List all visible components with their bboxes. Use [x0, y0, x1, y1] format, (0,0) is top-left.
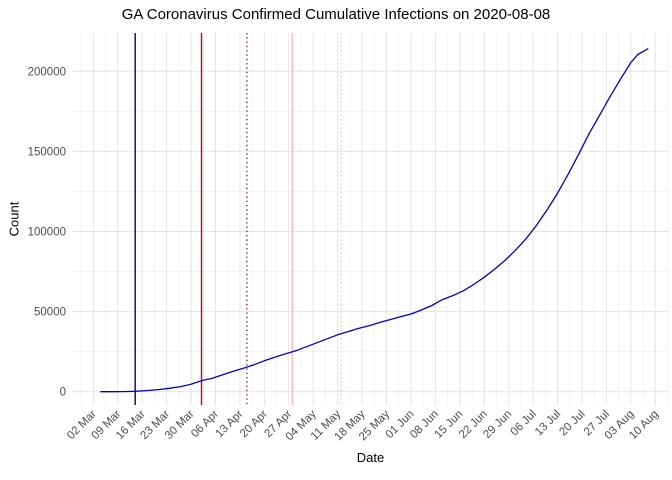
y-tick-label: 100000	[28, 227, 66, 239]
x-axis-title: Date	[356, 450, 385, 465]
series-line-cumulative-confirmed-infections	[100, 48, 649, 393]
x-tick-label: 13 Jul	[533, 408, 563, 438]
y-tick-label: 150000	[28, 146, 66, 158]
y-tick-label: 50000	[34, 307, 66, 319]
y-tick-label: 200000	[28, 66, 66, 78]
x-tick-label: 29 Jun	[481, 408, 514, 441]
panel-background	[72, 33, 669, 405]
x-tick-label: 06 Jul	[509, 408, 539, 438]
y-tick-label: 0	[60, 387, 66, 399]
y-axis-title: Count	[6, 201, 22, 237]
x-tick-label: 20 Jul	[557, 408, 587, 438]
chart-title: GA Coronavirus Confirmed Cumulative Infe…	[121, 6, 551, 23]
